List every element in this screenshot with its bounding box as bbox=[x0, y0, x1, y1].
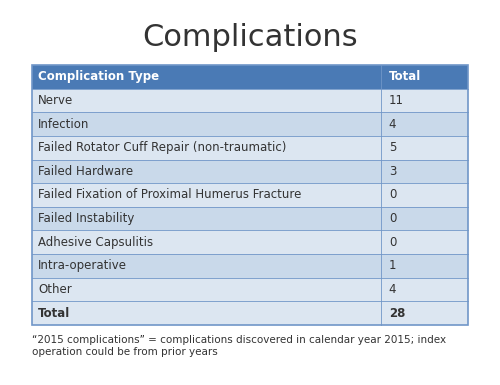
Bar bbox=[381, 254, 468, 278]
Text: 1: 1 bbox=[389, 259, 396, 273]
Text: 0: 0 bbox=[389, 212, 396, 225]
Text: 0: 0 bbox=[389, 236, 396, 249]
Text: 5: 5 bbox=[389, 141, 396, 154]
Bar bbox=[32, 136, 381, 159]
Text: 4: 4 bbox=[389, 117, 396, 131]
Text: Total: Total bbox=[389, 70, 421, 83]
Text: Complication Type: Complication Type bbox=[38, 70, 159, 83]
Bar bbox=[32, 278, 381, 301]
Bar bbox=[381, 231, 468, 254]
Bar bbox=[381, 159, 468, 183]
Text: 11: 11 bbox=[389, 94, 404, 107]
Bar bbox=[381, 136, 468, 159]
Bar bbox=[32, 89, 381, 112]
Text: Failed Rotator Cuff Repair (non-traumatic): Failed Rotator Cuff Repair (non-traumati… bbox=[38, 141, 286, 154]
Bar bbox=[381, 112, 468, 136]
Bar bbox=[381, 183, 468, 207]
Bar bbox=[381, 89, 468, 112]
Bar bbox=[32, 254, 381, 278]
Text: 28: 28 bbox=[389, 307, 405, 320]
Text: Total: Total bbox=[38, 307, 70, 320]
Text: 3: 3 bbox=[389, 165, 396, 178]
Text: Infection: Infection bbox=[38, 117, 90, 131]
Text: Failed Fixation of Proximal Humerus Fracture: Failed Fixation of Proximal Humerus Frac… bbox=[38, 189, 302, 201]
Text: Nerve: Nerve bbox=[38, 94, 73, 107]
Text: “2015 complications” = complications discovered in calendar year 2015; index
ope: “2015 complications” = complications dis… bbox=[32, 335, 446, 357]
Text: 0: 0 bbox=[389, 189, 396, 201]
Bar bbox=[32, 65, 468, 325]
Text: Failed Instability: Failed Instability bbox=[38, 212, 134, 225]
Text: Adhesive Capsulitis: Adhesive Capsulitis bbox=[38, 236, 153, 249]
Bar bbox=[32, 231, 381, 254]
Bar bbox=[381, 301, 468, 325]
Bar bbox=[381, 207, 468, 231]
Text: Other: Other bbox=[38, 283, 72, 296]
Bar bbox=[32, 301, 381, 325]
Bar bbox=[32, 159, 381, 183]
Bar bbox=[32, 65, 381, 89]
Text: 4: 4 bbox=[389, 283, 396, 296]
Bar bbox=[381, 65, 468, 89]
Bar bbox=[381, 278, 468, 301]
Bar bbox=[32, 112, 381, 136]
Bar bbox=[32, 183, 381, 207]
Text: Complications: Complications bbox=[142, 23, 358, 52]
Bar bbox=[32, 207, 381, 231]
Text: Failed Hardware: Failed Hardware bbox=[38, 165, 133, 178]
Text: Intra-operative: Intra-operative bbox=[38, 259, 127, 273]
